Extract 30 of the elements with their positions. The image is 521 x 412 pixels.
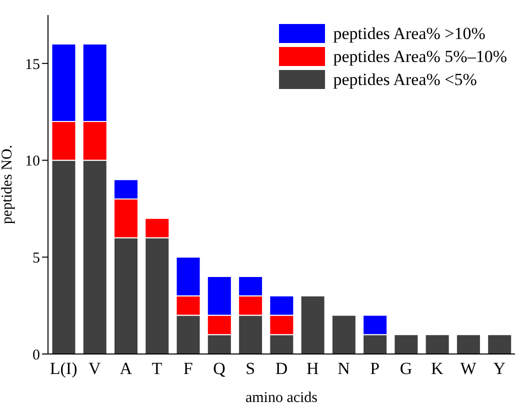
y-tick-label: 0 <box>32 347 40 364</box>
x-tick-label: H <box>306 359 319 378</box>
legend-label: peptides Area% >10% <box>333 24 486 44</box>
x-tick-label: V <box>88 359 102 378</box>
x-tick-label: N <box>338 359 350 378</box>
bar <box>424 334 450 354</box>
x-tick-label: T <box>152 359 163 378</box>
x-tick-label: D <box>275 359 288 378</box>
y-axis-title: peptides NO. <box>0 144 16 224</box>
y-tick-label: 15 <box>25 56 40 73</box>
bar <box>300 295 326 354</box>
x-tick-label: W <box>460 359 478 378</box>
bar <box>456 334 481 354</box>
bar <box>487 334 512 354</box>
x-tick-label: G <box>400 359 412 378</box>
y-tick-label: 10 <box>25 154 40 170</box>
x-tick-label: K <box>431 359 444 378</box>
x-axis-title: amino acids <box>245 390 318 406</box>
x-tick-label: A <box>120 359 133 378</box>
bar <box>394 334 419 354</box>
x-tick-label: P <box>370 359 380 378</box>
x-tick-label: Q <box>213 359 226 378</box>
x-tick-label: F <box>183 359 193 378</box>
x-tick-label: L(I) <box>50 359 78 378</box>
y-tick-label: 5 <box>32 250 40 266</box>
x-tick-label: Y <box>493 359 506 378</box>
legend-label: peptides Area% <5% <box>333 70 477 90</box>
legend-label: peptides Area% 5%–10% <box>333 46 507 66</box>
x-tick-label: S <box>246 359 256 378</box>
bar <box>331 314 356 354</box>
